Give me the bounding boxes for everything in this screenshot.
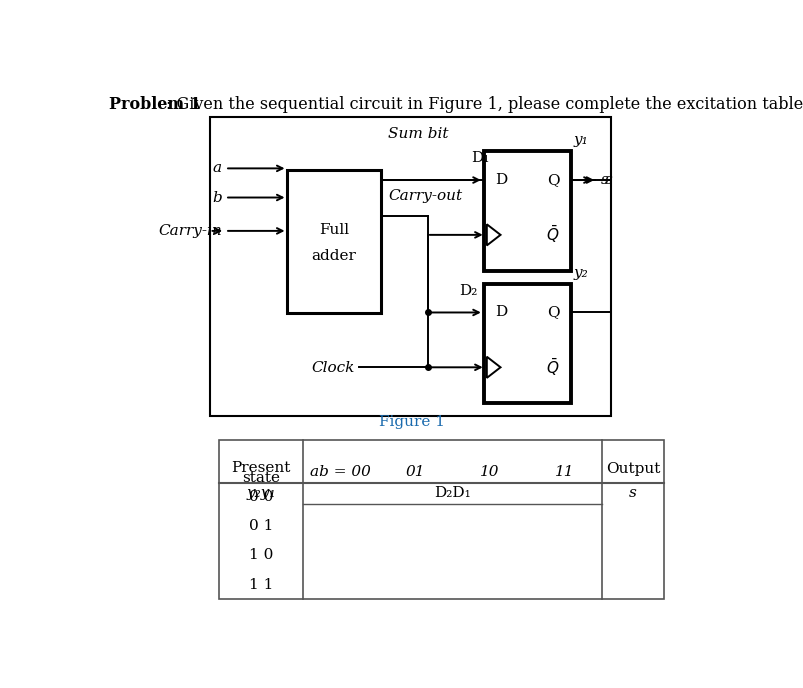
Bar [483,284,570,403]
Text: 0 0: 0 0 [248,490,273,504]
Text: D: D [495,173,507,187]
Text: s: s [605,173,613,187]
Text: s: s [629,486,637,500]
Text: 0 1: 0 1 [248,519,273,533]
Bar [218,440,663,599]
Text: Q: Q [546,173,559,187]
Text: Sum bit: Sum bit [388,127,448,142]
Text: D: D [495,305,507,319]
Text: state: state [242,471,279,485]
Text: Figure 1: Figure 1 [378,415,445,429]
Text: : Given the sequential circuit in Figure 1, please complete the excitation table: : Given the sequential circuit in Figure… [165,96,803,113]
Text: D₂D₁: D₂D₁ [434,486,471,500]
Text: y₂y₁: y₂y₁ [246,486,275,500]
Text: 01: 01 [405,465,425,479]
Bar [483,151,570,270]
Text: Carry-in: Carry-in [158,224,222,238]
Text: 11: 11 [554,465,574,479]
Text: y₁: y₁ [573,133,588,147]
Text: Clock: Clock [311,361,354,374]
Text: Q: Q [546,305,559,319]
Text: a: a [213,162,222,175]
Text: D₁: D₁ [471,151,489,165]
Text: adder: adder [312,249,357,263]
Text: 10: 10 [479,465,499,479]
Text: Present: Present [231,461,290,475]
Bar [287,170,381,313]
Text: Output: Output [605,462,659,476]
Text: Full: Full [319,223,349,237]
Text: $\bar{Q}$: $\bar{Q}$ [546,357,559,378]
Text: 1 1: 1 1 [248,577,273,592]
Text: ab = 00: ab = 00 [310,465,370,479]
Bar [210,117,610,416]
Text: Carry-out: Carry-out [388,189,462,204]
Text: D₂: D₂ [459,283,477,298]
Text: Problem 1: Problem 1 [108,96,201,113]
Text: 1 0: 1 0 [248,548,273,562]
Text: s: s [600,173,608,187]
Text: $\bar{Q}$: $\bar{Q}$ [546,224,559,246]
Text: b: b [212,191,222,204]
Text: y₂: y₂ [573,266,588,279]
